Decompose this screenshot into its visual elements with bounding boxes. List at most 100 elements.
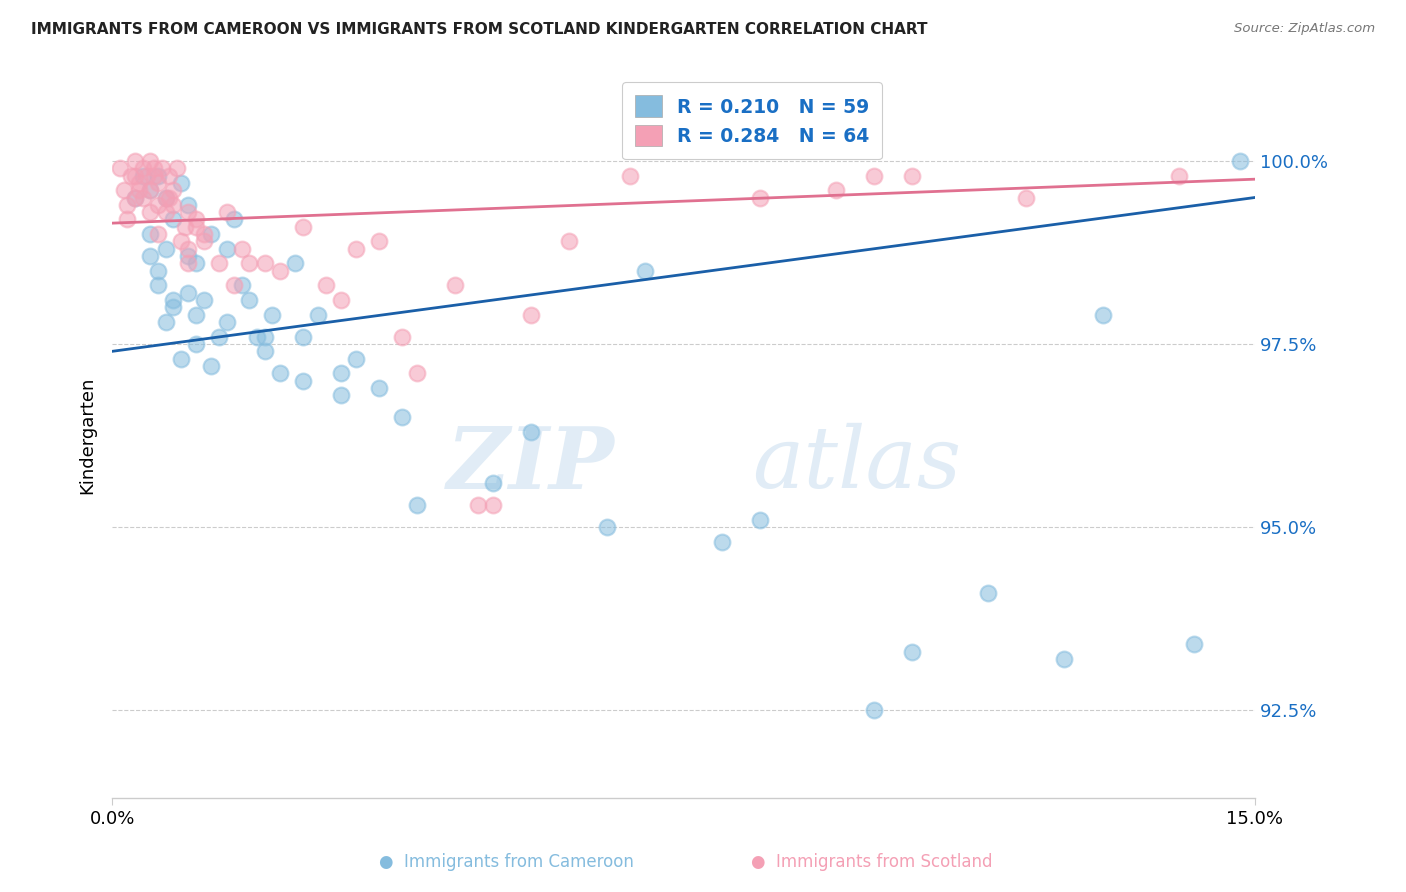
Point xyxy=(184,256,207,270)
Point xyxy=(224,278,246,293)
Point xyxy=(291,374,314,388)
Point xyxy=(166,161,188,176)
Point xyxy=(977,586,1000,600)
Point xyxy=(177,198,200,212)
Point xyxy=(132,190,155,204)
Point xyxy=(139,183,162,197)
Point xyxy=(367,235,389,249)
Point xyxy=(128,183,150,197)
Point xyxy=(748,190,770,204)
Point xyxy=(193,293,215,307)
Text: ZIP: ZIP xyxy=(447,423,614,507)
Point xyxy=(139,153,162,168)
Point xyxy=(139,227,162,241)
Point xyxy=(269,366,291,380)
Point xyxy=(143,161,166,176)
Point xyxy=(253,344,276,359)
Point xyxy=(170,351,193,366)
Point xyxy=(238,293,260,307)
Point xyxy=(596,520,619,534)
Point xyxy=(170,176,193,190)
Point xyxy=(184,219,207,234)
Point xyxy=(253,256,276,270)
Point xyxy=(482,498,505,512)
Point xyxy=(291,329,314,343)
Point xyxy=(1091,308,1114,322)
Point xyxy=(124,153,146,168)
Point xyxy=(124,169,146,183)
Point xyxy=(200,227,222,241)
Point xyxy=(344,351,367,366)
Point xyxy=(215,205,238,219)
Y-axis label: Kindergarten: Kindergarten xyxy=(79,376,96,494)
Point xyxy=(162,301,184,315)
Point xyxy=(173,219,195,234)
Point xyxy=(231,242,253,256)
Point xyxy=(135,169,157,183)
Text: ●  Immigrants from Scotland: ● Immigrants from Scotland xyxy=(751,853,993,871)
Point xyxy=(262,308,284,322)
Point xyxy=(863,703,886,717)
Point xyxy=(177,256,200,270)
Point xyxy=(710,534,733,549)
Text: Source: ZipAtlas.com: Source: ZipAtlas.com xyxy=(1234,22,1375,36)
Legend: R = 0.210   N = 59, R = 0.284   N = 64: R = 0.210 N = 59, R = 0.284 N = 64 xyxy=(623,82,882,160)
Point xyxy=(329,388,352,402)
Point xyxy=(558,235,581,249)
Point xyxy=(193,235,215,249)
Point xyxy=(139,183,162,197)
Point xyxy=(1015,190,1038,204)
Point xyxy=(155,242,177,256)
Point xyxy=(132,161,155,176)
Point xyxy=(170,235,193,249)
Point xyxy=(231,278,253,293)
Point xyxy=(146,169,169,183)
Point xyxy=(208,329,231,343)
Point xyxy=(184,337,207,351)
Point xyxy=(367,381,389,395)
Point xyxy=(238,256,260,270)
Point xyxy=(146,176,169,190)
Point xyxy=(157,169,180,183)
Point xyxy=(162,212,184,227)
Point xyxy=(467,498,489,512)
Point xyxy=(155,190,177,204)
Point xyxy=(184,212,207,227)
Point xyxy=(291,219,314,234)
Point xyxy=(193,227,215,241)
Point xyxy=(177,249,200,263)
Text: atlas: atlas xyxy=(752,423,962,506)
Point xyxy=(143,169,166,183)
Point xyxy=(112,183,135,197)
Point xyxy=(162,198,184,212)
Point xyxy=(391,410,413,425)
Point xyxy=(139,249,162,263)
Point xyxy=(146,264,169,278)
Point xyxy=(748,513,770,527)
Point xyxy=(146,227,169,241)
Point xyxy=(1167,169,1189,183)
Point xyxy=(117,198,139,212)
Point xyxy=(246,329,269,343)
Point xyxy=(269,264,291,278)
Point xyxy=(157,190,180,204)
Point xyxy=(132,169,155,183)
Point xyxy=(120,169,142,183)
Point xyxy=(307,308,329,322)
Point xyxy=(520,308,543,322)
Point xyxy=(150,161,173,176)
Point xyxy=(146,278,169,293)
Point xyxy=(224,212,246,227)
Point xyxy=(139,205,162,219)
Point xyxy=(863,169,886,183)
Point xyxy=(329,293,352,307)
Point xyxy=(155,190,177,204)
Point xyxy=(619,169,641,183)
Point xyxy=(200,359,222,373)
Point xyxy=(128,176,150,190)
Point xyxy=(1182,637,1205,651)
Point xyxy=(1229,153,1251,168)
Point xyxy=(155,315,177,329)
Point xyxy=(146,198,169,212)
Point xyxy=(117,212,139,227)
